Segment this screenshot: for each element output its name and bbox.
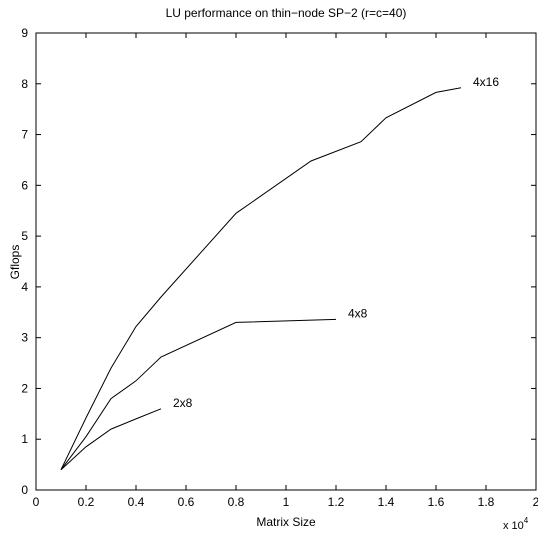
y-tick-label: 9 (21, 26, 28, 40)
x-axis-label: Matrix Size (256, 515, 316, 529)
y-tick-label: 8 (21, 77, 28, 91)
axis-ticks: 0 0.2 0.4 0.6 0.8 1 1.2 1.4 1.6 1.8 2 0 1 2 3 4 5 6 7 8 9 (21, 26, 538, 509)
x-axis-multiplier-base: x 10 (503, 520, 524, 532)
x-tick-label: 0.8 (228, 495, 245, 509)
x-tick-label: 1.2 (328, 495, 345, 509)
series-label-4x8: 4x8 (348, 306, 368, 320)
series-line-4x16 (60, 87, 462, 470)
x-tick-label: 2 (533, 495, 538, 509)
x-tick-label: 0 (33, 495, 40, 509)
series-label-4x16: 4x16 (473, 75, 499, 89)
x-tick-label: 0.4 (128, 495, 145, 509)
series-line-2x8 (60, 408, 162, 471)
series-line-4x8 (60, 318, 337, 471)
y-tick-label: 4 (21, 280, 28, 294)
y-tick-label: 7 (21, 128, 28, 142)
plot-frame (35, 32, 537, 491)
x-tick-label: 1.8 (478, 495, 495, 509)
y-tick-label: 1 (21, 432, 28, 446)
y-tick-label: 5 (21, 229, 28, 243)
y-tick-label: 2 (21, 381, 28, 395)
x-tick-label: 0.2 (78, 495, 95, 509)
series-labels: 2x8 4x8 4x16 (173, 75, 499, 410)
x-axis-multiplier-exponent: 4 (524, 516, 529, 525)
y-axis-label: Gflops (8, 245, 22, 280)
x-tick-label: 1.4 (378, 495, 395, 509)
series-lines (60, 87, 462, 471)
x-tick-label: 1 (283, 495, 290, 509)
x-axis-multiplier: x 104 (503, 516, 529, 532)
series-label-2x8: 2x8 (173, 396, 193, 410)
y-tick-label: 6 (21, 178, 28, 192)
y-tick-label: 3 (21, 331, 28, 345)
chart-title: LU performance on thin−node SP−2 (r=c=40… (166, 6, 407, 20)
x-tick-label: 1.6 (428, 495, 445, 509)
x-tick-label: 0.6 (178, 495, 195, 509)
y-tick-label: 0 (21, 483, 28, 497)
